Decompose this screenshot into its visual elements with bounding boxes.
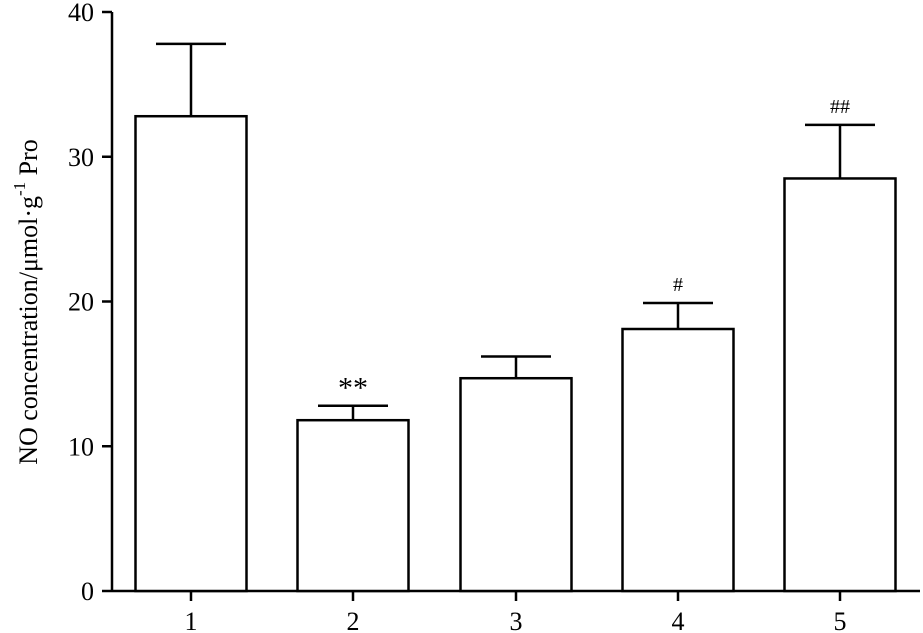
y-axis-title: NO concentration/μmol·g-1 Pro — [10, 139, 43, 465]
y-tick-label: 0 — [81, 577, 94, 606]
significance-label: # — [673, 274, 683, 296]
x-axis: 1 2 3 4 5 — [112, 589, 920, 633]
x-tick-label: 3 — [510, 607, 523, 633]
y-axis-title-suffix: Pro — [14, 139, 43, 182]
x-tick-label: 5 — [834, 607, 847, 633]
bar — [459, 376, 573, 593]
x-tick-label: 2 — [347, 607, 360, 633]
significance-markers: **### — [338, 96, 850, 405]
significance-label: ** — [338, 372, 368, 405]
y-tick-label: 20 — [68, 288, 94, 317]
significance-label: ## — [830, 96, 850, 118]
bar — [621, 327, 735, 593]
bar — [296, 418, 410, 593]
y-axis-title-main: NO concentration/μmol·g — [14, 196, 43, 465]
x-tick-label: 1 — [185, 607, 198, 633]
x-tick-label: 4 — [672, 607, 685, 633]
y-axis-title-superscript: -1 — [10, 182, 29, 196]
y-tick-label: 30 — [68, 143, 94, 172]
error-bars — [156, 42, 875, 421]
bar — [783, 177, 897, 593]
y-tick-label: 10 — [68, 432, 94, 461]
bar — [134, 114, 248, 593]
y-tick-label: 40 — [68, 0, 94, 27]
bars — [134, 114, 897, 593]
y-axis: 0 10 20 30 40 — [68, 0, 114, 606]
